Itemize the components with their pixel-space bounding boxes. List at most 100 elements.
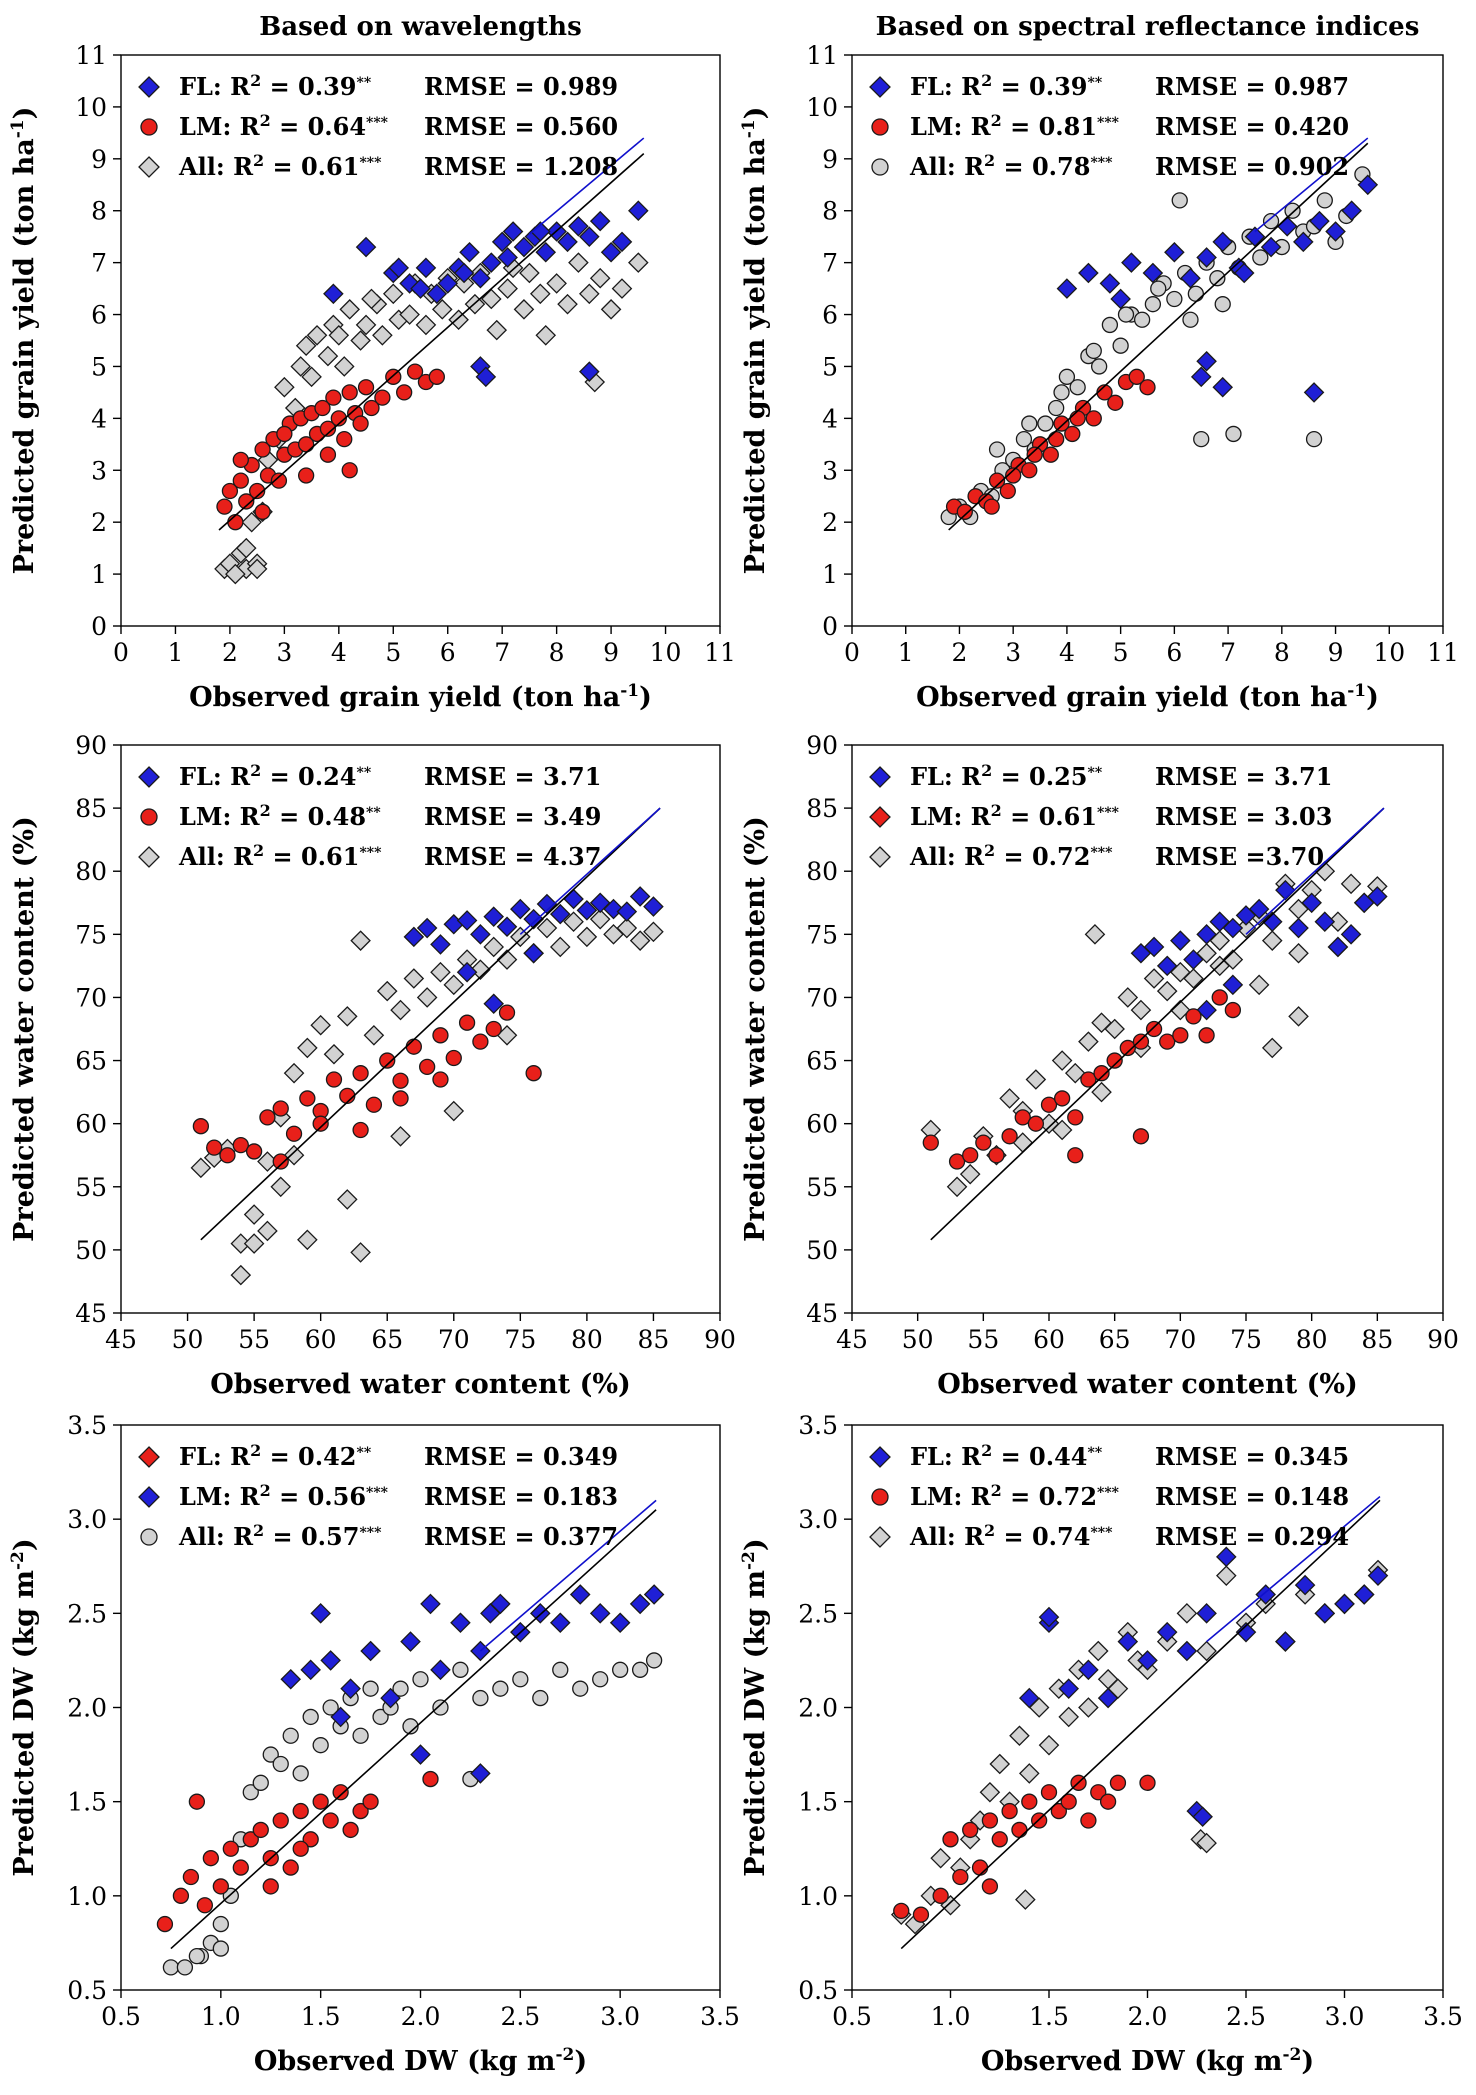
data-point-lm: [254, 441, 271, 458]
data-point-fl: [1110, 288, 1131, 310]
data-point-lm: [232, 451, 249, 469]
legend-marker-2: [871, 1488, 889, 1506]
fit-line-fl: [1245, 807, 1385, 935]
data-point-lm: [1107, 394, 1124, 411]
data-point-all: [628, 252, 649, 273]
data-point-red: [232, 1859, 249, 1876]
legend: FL: R2 = 0.39** RMSE = 0.987 LM: R2 = 0.81…: [869, 71, 1349, 181]
data-point-all: [1261, 1037, 1283, 1059]
data-point-all: [959, 1163, 981, 1185]
data-point-lm: [1001, 1128, 1018, 1145]
data-point-fl: [1222, 917, 1244, 939]
data-point-fl: [530, 221, 551, 242]
data-point-lm: [1093, 1065, 1110, 1082]
data-point-lm: [485, 1020, 502, 1038]
data-point-fl: [416, 917, 438, 939]
legend-marker-2: [140, 808, 158, 826]
data-point-lm: [1090, 1784, 1107, 1801]
data-point-all: [1176, 1603, 1198, 1624]
legend-entry-2: LM: R2 = 0.61***: [910, 801, 1120, 832]
legend-marker-1: [869, 766, 891, 788]
y-tick-label: 85: [806, 794, 838, 823]
data-point-fl: [1367, 886, 1388, 907]
data-point-all: [536, 917, 558, 939]
data-point-fl: [1099, 273, 1121, 294]
data-point-fl: [459, 241, 480, 263]
data-point-lm: [893, 1902, 910, 1920]
data-point-all: [1143, 968, 1165, 989]
y-tick-label: 60: [75, 1110, 107, 1139]
data-point-lm: [1145, 1020, 1163, 1038]
data-point-fl: [1038, 1606, 1060, 1628]
fit-line: [930, 807, 1385, 1241]
x-tick-label: 3: [1005, 638, 1021, 667]
data-point-fl: [1275, 1631, 1296, 1652]
data-point-fl: [1164, 241, 1185, 263]
data-point-lm: [1139, 379, 1156, 396]
data-point-lm: [221, 482, 239, 500]
data-point-fl: [1325, 221, 1346, 242]
data-point-fl: [1117, 1631, 1139, 1652]
data-point-red: [312, 1793, 329, 1810]
data-point-fl: [523, 942, 544, 964]
data-point-lm: [392, 1072, 409, 1089]
data-point-gray: [188, 1947, 206, 1965]
x-tick-label: 70: [1164, 1325, 1196, 1354]
data-point-red: [292, 1840, 309, 1857]
chart-panel-6: 0.5 1.0 1.5 2.0 2.5 3.0 3.5 0.5 1.0 1.5 2.0 2.5 3.0 3…: [739, 1411, 1463, 2077]
data-point-all: [230, 1264, 252, 1286]
data-point-all: [297, 1037, 318, 1059]
x-tick-label: 1.0: [931, 2002, 971, 2031]
data-point-all: [535, 325, 557, 346]
data-point-fl: [1142, 262, 1164, 284]
data-point-all: [989, 1753, 1011, 1775]
y-tick-label: 8: [822, 197, 838, 226]
data-point-gray: [645, 1652, 663, 1669]
x-tick-label: 0.5: [101, 2002, 141, 2031]
data-point-all: [513, 299, 535, 320]
data-point-fl: [1190, 366, 1212, 388]
data-point-all: [576, 926, 598, 948]
data-point-lm: [206, 1139, 223, 1156]
data-point-lm: [1053, 1090, 1071, 1107]
panel-title: Based on spectral reflectance indices: [876, 12, 1420, 42]
data-point-all: [430, 961, 451, 983]
data-point-red: [156, 1915, 174, 1933]
data-point-fl: [1293, 231, 1314, 253]
data-point-gray: [362, 1680, 379, 1697]
x-axis-title: Observed grain yield (ton ha-1): [189, 681, 652, 713]
data-point-all: [1288, 942, 1309, 964]
legend-rmse-3: RMSE =3.70: [1155, 842, 1324, 871]
data-point-red: [252, 1821, 269, 1839]
data-point-all: [382, 283, 404, 305]
data-point-all: [1252, 249, 1269, 266]
fit-line-fl: [1206, 1495, 1381, 1643]
data-point-fl: [403, 926, 425, 948]
data-point-all: [336, 1006, 358, 1027]
legend-entry-3: All: R2 = 0.72***: [909, 841, 1113, 872]
data-point-all: [563, 911, 584, 933]
data-point-lm: [270, 472, 288, 489]
data-point-all: [629, 930, 651, 951]
y-axis-title: Predicted DW (kg m-2): [739, 1538, 771, 1876]
data-point-all: [999, 1088, 1020, 1109]
x-tick-label: 70: [438, 1325, 470, 1354]
data-point-all: [1144, 296, 1162, 313]
series-lm: [945, 368, 1156, 520]
data-point-lm: [472, 1033, 489, 1050]
data-point-all: [310, 1014, 331, 1036]
legend-marker-3: [869, 1526, 891, 1548]
data-point-lm: [336, 430, 353, 448]
data-point-fl: [1248, 898, 1270, 920]
data-point-all: [519, 262, 540, 284]
x-tick-label: 11: [1427, 638, 1459, 667]
x-tick-label: 1: [168, 638, 184, 667]
data-point-fl: [1216, 1546, 1237, 1568]
data-point-lm: [498, 1004, 516, 1021]
y-tick-label: 65: [75, 1047, 107, 1076]
data-point-fl: [557, 231, 578, 253]
data-point-gray: [242, 1784, 259, 1801]
data-point-gray: [552, 1661, 569, 1678]
